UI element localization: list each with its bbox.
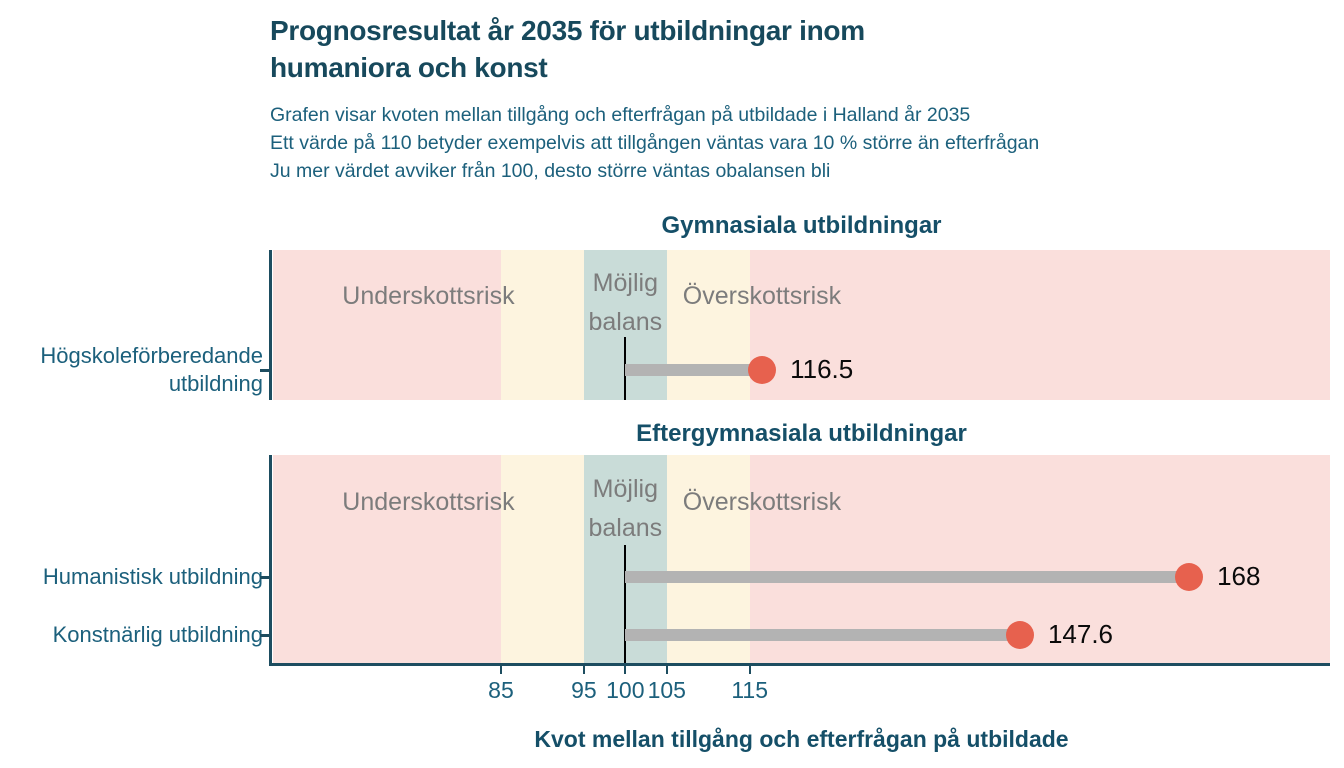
x-axis-tick-label: 85: [488, 677, 514, 703]
zone-buffer-right: [666, 455, 750, 663]
value-label: 168: [1217, 561, 1261, 591]
x-axis-tick: [582, 666, 585, 674]
x-axis-tick: [499, 666, 502, 674]
zone-label-overskottsrisk: Överskottsrisk: [682, 488, 842, 516]
category-tick: [260, 634, 270, 637]
chart-subtitle: Grafen visar kvoten mellan tillgång och …: [270, 101, 1039, 185]
zone-label-balans-line: Möjlig: [592, 475, 658, 503]
x-axis-tick-label: 115: [731, 677, 768, 703]
category-label-line: Konstnärlig utbildning: [52, 622, 263, 647]
chart-title-line-1: Prognosresultat år 2035 för utbildningar…: [270, 15, 865, 46]
lollipop-dot: [748, 356, 777, 384]
value-label: 147.6: [1047, 619, 1114, 649]
x-axis-tick: [624, 666, 627, 674]
panel-title: Eftergymnasiala utbildningar: [636, 420, 967, 447]
zone-buffer-left: [500, 250, 584, 400]
chart-title-line-2: humaniora och konst: [270, 52, 548, 83]
x-axis-line: [269, 663, 1330, 666]
zone-label-mojlig-balans: Möjlig balans: [555, 264, 695, 342]
x-axis-title: Kvot mellan tillgång och efterfrågan på …: [534, 726, 1069, 752]
zone-label-balans-line: balans: [588, 308, 663, 336]
zone-label-underskottsrisk: Underskottsrisk: [342, 488, 515, 516]
category-label-line: Humanistisk utbildning: [42, 564, 263, 589]
chart-title: Prognosresultat år 2035 för utbildningar…: [270, 12, 865, 86]
y-axis-line: [269, 455, 272, 663]
zone-buffer-left: [500, 455, 584, 663]
chart-subtitle-line-1: Grafen visar kvoten mellan tillgång och …: [270, 104, 971, 126]
x-axis-tick-label: 95: [571, 677, 597, 703]
category-label: Konstnärlig utbildning: [0, 621, 263, 649]
zone-underskottsrisk: [273, 250, 501, 400]
category-label-line: Högskoleförberedande: [40, 343, 263, 368]
chart-subtitle-line-3: Ju mer värdet avviker från 100, desto st…: [270, 160, 831, 182]
zone-label-underskottsrisk: Underskottsrisk: [342, 282, 515, 310]
zone-overskottsrisk: [749, 250, 1330, 400]
lollipop-dot: [1005, 621, 1034, 649]
reference-line-100: [624, 545, 627, 663]
panel-title: Gymnasiala utbildningar: [661, 212, 942, 239]
zone-underskottsrisk: [273, 455, 501, 663]
category-label: Humanistisk utbildning: [0, 563, 263, 591]
lollipop-bar: [625, 571, 1190, 583]
category-label-line: utbildning: [168, 371, 263, 396]
x-axis-tick: [748, 666, 751, 674]
x-axis-tick-label: 105: [647, 677, 686, 703]
value-label: 116.5: [790, 354, 854, 384]
category-tick: [260, 576, 270, 579]
lollipop-bar: [625, 364, 763, 376]
zone-label-mojlig-balans: Möjlig balans: [555, 470, 695, 548]
zone-label-balans-line: Möjlig: [592, 269, 658, 297]
lollipop-bar: [625, 629, 1020, 641]
x-axis-tick-label: 100: [606, 677, 645, 703]
y-axis-line: [269, 250, 272, 400]
lollipop-dot: [1175, 563, 1204, 591]
category-label: Högskoleförberedande utbildning: [0, 342, 263, 398]
category-tick: [260, 369, 270, 372]
x-axis-tick: [665, 666, 668, 674]
zone-label-balans-line: balans: [588, 514, 663, 542]
zone-label-overskottsrisk: Överskottsrisk: [682, 282, 842, 310]
zone-overskottsrisk: [749, 455, 1330, 663]
chart-subtitle-line-2: Ett värde på 110 betyder exempelvis att …: [270, 132, 1040, 154]
